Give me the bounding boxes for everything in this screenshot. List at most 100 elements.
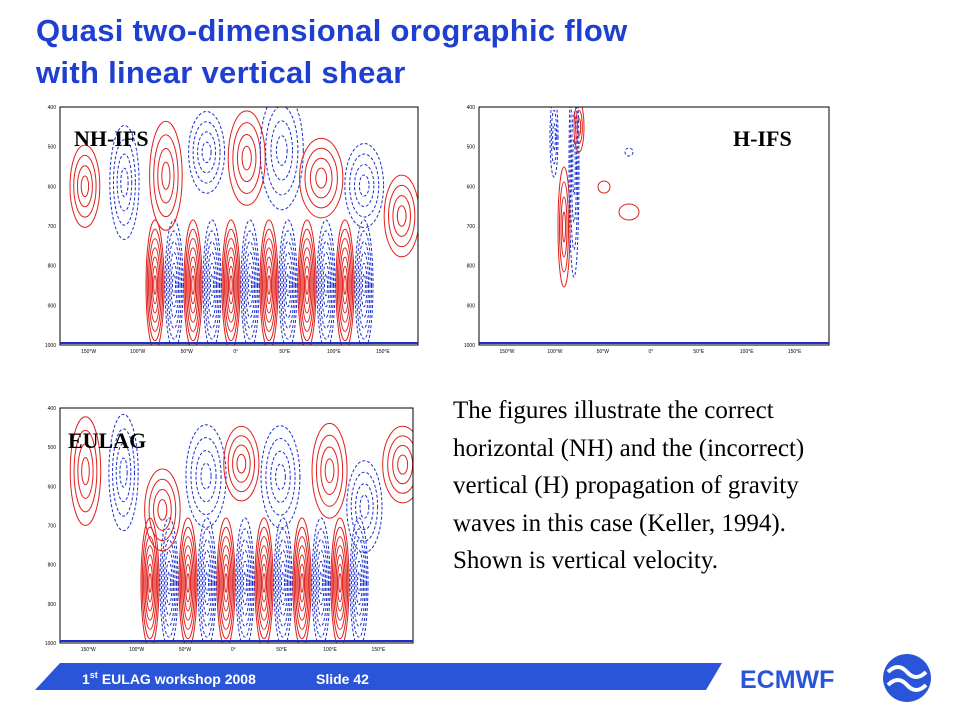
contour-plot: 400 500 600 700 800 900 1000 150°W 100°W 50°W 0° 50… <box>464 105 830 355</box>
contour <box>245 252 255 318</box>
contour <box>284 262 292 308</box>
contour <box>278 219 298 345</box>
y-tick-label: 900 <box>48 602 57 608</box>
contour <box>298 228 316 342</box>
contour <box>392 195 411 237</box>
y-tick-label: 1000 <box>45 641 56 647</box>
contour <box>204 230 220 340</box>
x-tick-label: 0° <box>648 349 653 355</box>
contour <box>188 256 198 314</box>
contour <box>316 219 336 345</box>
contour <box>112 428 135 517</box>
contour <box>571 111 577 223</box>
contour <box>227 110 266 206</box>
contour <box>568 107 580 278</box>
contour <box>148 238 162 332</box>
contour <box>262 238 276 332</box>
contour <box>318 230 334 340</box>
body-text: The figures illustrate the correct horiz… <box>453 392 804 580</box>
contour <box>382 425 413 504</box>
y-tick-label: 500 <box>48 145 57 151</box>
contour <box>576 118 582 136</box>
x-tick-label: 0° <box>233 349 238 355</box>
contour <box>343 275 347 295</box>
footer-event: 1st EULAG workshop 2008 <box>82 670 256 687</box>
x-tick-label: 150°W <box>81 647 96 653</box>
contour <box>205 241 219 329</box>
contour <box>150 256 160 314</box>
contour <box>232 444 251 483</box>
y-tick-label: 500 <box>467 145 476 151</box>
contour <box>186 238 200 332</box>
contour <box>270 120 294 181</box>
contour <box>273 517 293 643</box>
title: Quasi two-dimensional orographic flow wi… <box>36 10 628 94</box>
contour <box>197 517 217 643</box>
contour <box>237 528 253 638</box>
contour <box>549 107 559 178</box>
contour <box>187 247 199 323</box>
contour <box>292 517 312 643</box>
contour <box>76 165 93 208</box>
contour <box>164 550 174 616</box>
contour <box>356 230 372 340</box>
contour <box>324 458 335 484</box>
title-line: with linear vertical shear <box>36 55 406 90</box>
contour <box>149 247 161 323</box>
contour <box>296 545 308 621</box>
contour <box>265 437 296 516</box>
contours <box>69 107 418 345</box>
contour <box>81 457 90 486</box>
contour <box>242 230 258 340</box>
y-tick-label: 400 <box>467 105 476 111</box>
x-tick-label: 50°E <box>693 349 705 355</box>
contour <box>190 437 222 516</box>
contour <box>183 219 203 345</box>
contour <box>281 571 285 595</box>
contour <box>397 454 409 475</box>
contour <box>357 241 371 329</box>
contour <box>243 571 247 595</box>
contour <box>227 435 256 493</box>
contour <box>304 147 338 209</box>
panel-label: H-IFS <box>733 126 792 151</box>
contour <box>322 262 330 308</box>
contour <box>144 545 156 621</box>
contour <box>172 273 176 297</box>
contour <box>338 573 342 593</box>
contour <box>119 457 128 488</box>
contour <box>569 107 579 250</box>
contour <box>334 545 346 621</box>
contour <box>186 573 190 593</box>
contour <box>298 563 306 603</box>
contour <box>336 228 354 342</box>
contour <box>324 273 328 297</box>
contour <box>559 181 569 273</box>
contour <box>145 219 165 345</box>
contour <box>388 184 416 248</box>
contour <box>265 107 299 196</box>
contours <box>69 413 413 643</box>
contour <box>624 147 634 157</box>
contour <box>279 560 287 606</box>
contour <box>189 265 197 305</box>
y-tick-label: 500 <box>48 445 57 451</box>
contour <box>259 554 269 612</box>
x-tick-label: 100°W <box>130 349 145 355</box>
contour <box>349 517 369 643</box>
footer-slide: Slide 42 <box>316 671 369 687</box>
contour <box>149 120 183 231</box>
contour <box>73 154 97 218</box>
x-tick-label: 100°E <box>323 647 337 653</box>
contour <box>618 203 640 221</box>
contour <box>69 144 101 228</box>
contour <box>263 247 275 323</box>
contour <box>552 123 556 151</box>
contour <box>311 517 331 643</box>
y-tick-label: 400 <box>48 406 57 412</box>
contour <box>338 238 352 332</box>
x-tick-label: 100°E <box>327 349 341 355</box>
contour <box>254 517 274 643</box>
contour <box>305 275 309 295</box>
contour <box>120 167 129 198</box>
